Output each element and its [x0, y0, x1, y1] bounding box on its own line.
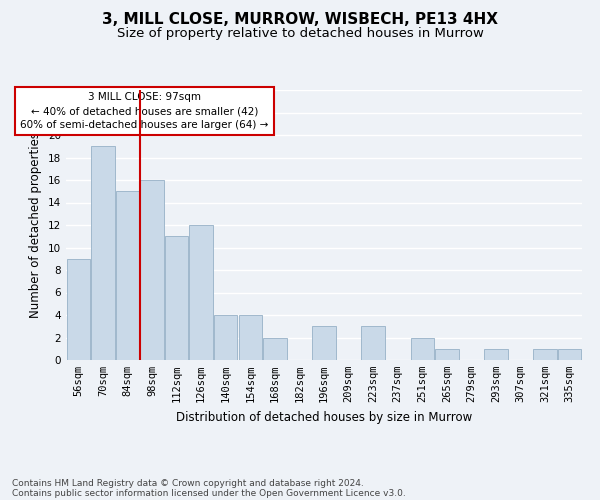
Bar [190, 225, 213, 360]
X-axis label: Distribution of detached houses by size in Murrow: Distribution of detached houses by size … [176, 410, 472, 424]
Text: 3, MILL CLOSE, MURROW, WISBECH, PE13 4HX: 3, MILL CLOSE, MURROW, WISBECH, PE13 4HX [102, 12, 498, 28]
Bar [140, 180, 164, 360]
Bar [435, 349, 458, 360]
Bar [263, 338, 287, 360]
Text: Size of property relative to detached houses in Murrow: Size of property relative to detached ho… [116, 28, 484, 40]
Bar [361, 326, 385, 360]
Bar [67, 259, 90, 360]
Text: Contains HM Land Registry data © Crown copyright and database right 2024.: Contains HM Land Registry data © Crown c… [12, 478, 364, 488]
Bar [313, 326, 335, 360]
Bar [214, 315, 238, 360]
Bar [558, 349, 581, 360]
Bar [484, 349, 508, 360]
Text: 3 MILL CLOSE: 97sqm
← 40% of detached houses are smaller (42)
60% of semi-detach: 3 MILL CLOSE: 97sqm ← 40% of detached ho… [20, 92, 269, 130]
Bar [410, 338, 434, 360]
Bar [91, 146, 115, 360]
Bar [239, 315, 262, 360]
Bar [116, 191, 139, 360]
Bar [165, 236, 188, 360]
Text: Contains public sector information licensed under the Open Government Licence v3: Contains public sector information licen… [12, 488, 406, 498]
Bar [533, 349, 557, 360]
Y-axis label: Number of detached properties: Number of detached properties [29, 132, 43, 318]
